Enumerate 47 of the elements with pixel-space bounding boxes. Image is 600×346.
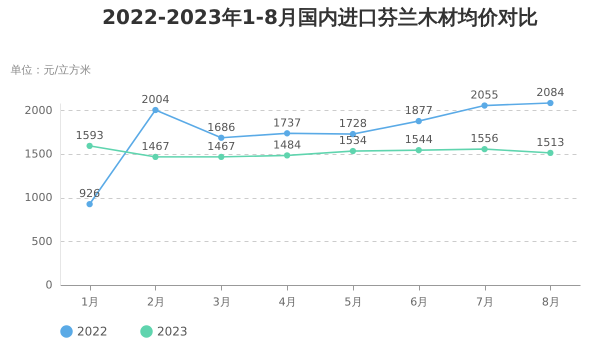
point	[416, 147, 422, 154]
data-label: 2084	[536, 86, 564, 99]
data-label: 1467	[141, 140, 170, 153]
point	[481, 102, 488, 109]
data-label: 1877	[404, 104, 433, 118]
data-label: 1728	[338, 117, 367, 130]
y-tick-label: 1500	[24, 148, 52, 160]
y-axis-title: 单位：元/立方米	[10, 64, 92, 76]
point	[481, 146, 488, 152]
x-tick-label: 1月	[81, 296, 100, 308]
point	[284, 152, 290, 159]
y-tick-label: 1000	[24, 191, 52, 204]
point	[152, 154, 159, 160]
point	[152, 106, 159, 114]
data-label: 2055	[470, 88, 499, 102]
data-label: 1544	[404, 133, 433, 146]
data-label: 1513	[536, 136, 564, 149]
point	[284, 130, 290, 136]
x-tick-label: 2月	[146, 296, 165, 308]
data-label: 1467	[207, 140, 236, 153]
point	[218, 134, 224, 141]
point	[350, 148, 356, 154]
legend-label: 2022	[77, 324, 108, 339]
data-label: 1686	[207, 120, 236, 134]
x-tick-label: 6月	[410, 296, 428, 308]
chart-title: 2022-2023年1-8月国内进口芬兰木材均价对比	[102, 5, 538, 29]
x-tick-label: 8月	[542, 296, 560, 308]
point	[547, 150, 554, 156]
data-label: 1484	[273, 138, 302, 152]
x-tick-label: 5月	[344, 296, 362, 308]
x-tick-label: 3月	[212, 296, 231, 308]
data-label: 2004	[141, 92, 170, 106]
y-tick-label: 2000	[24, 104, 52, 117]
y-tick-label: 500	[32, 234, 52, 248]
x-tick-label: 7月	[476, 296, 494, 308]
data-label: 1556	[470, 132, 499, 146]
point	[218, 154, 224, 160]
point	[547, 100, 554, 106]
data-label: 1737	[273, 116, 302, 130]
point	[416, 118, 422, 124]
point	[86, 142, 93, 150]
y-tick-label: 0	[46, 278, 52, 292]
legend-label: 2023	[157, 324, 188, 339]
data-label: 1534	[338, 134, 367, 148]
x-tick-label: 4月	[278, 296, 297, 308]
data-label: 1593	[76, 128, 104, 142]
point	[86, 200, 93, 208]
